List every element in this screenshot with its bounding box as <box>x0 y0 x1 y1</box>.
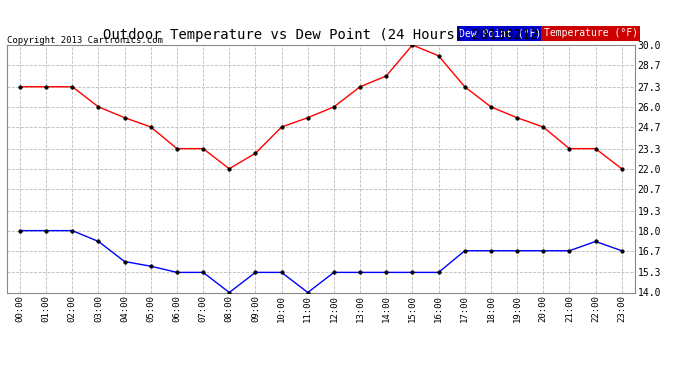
Text: Dew Point (°F): Dew Point (°F) <box>459 28 541 38</box>
Title: Outdoor Temperature vs Dew Point (24 Hours) 20130212: Outdoor Temperature vs Dew Point (24 Hou… <box>103 28 539 42</box>
Text: Copyright 2013 Cartronics.com: Copyright 2013 Cartronics.com <box>7 36 163 45</box>
Text: Temperature (°F): Temperature (°F) <box>544 28 638 38</box>
